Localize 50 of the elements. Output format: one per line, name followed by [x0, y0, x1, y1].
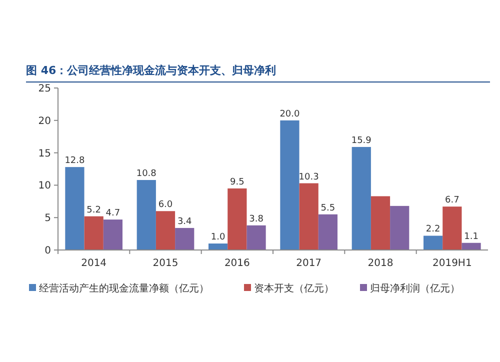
legend-label: 归母净利润（亿元）: [370, 282, 460, 294]
bar: [175, 228, 194, 250]
y-tick-label: 20: [38, 116, 51, 127]
data-label: 2.2: [426, 224, 440, 235]
y-tick-label: 15: [38, 148, 51, 160]
data-label: 20.0: [280, 109, 300, 120]
y-tick-label: 10: [38, 180, 51, 192]
data-label: 5.5: [320, 203, 336, 214]
bar: [390, 206, 410, 250]
bar: [136, 180, 156, 250]
chart-title: 图 46：公司经营性净现金流与资本开支、归母净利: [26, 64, 276, 77]
x-tick-label: 2017: [296, 258, 322, 269]
legend-label: 经营活动产生的现金流量净额（亿元）: [39, 282, 209, 294]
bar: [65, 167, 84, 250]
bar: [280, 120, 300, 250]
bar: [103, 220, 122, 250]
x-tick-label: 2019H1: [432, 258, 472, 269]
y-tick-label: 0: [44, 246, 51, 256]
x-tick-label: 2014: [81, 258, 107, 269]
x-tick-label: 2015: [152, 258, 178, 269]
data-label: 9.5: [230, 177, 244, 188]
bar: [442, 206, 462, 250]
data-label: 4.7: [106, 208, 120, 219]
data-label: 12.8: [64, 156, 86, 166]
data-label: 1.0: [210, 232, 226, 243]
data-label: 6.0: [158, 200, 173, 210]
bar: [246, 225, 266, 250]
bar: [228, 188, 247, 250]
x-tick-label: 2018: [368, 258, 394, 269]
bar: [352, 146, 371, 250]
x-tick-label: 2016: [224, 258, 250, 269]
data-label: 10.8: [136, 169, 157, 180]
data-label: 3.8: [249, 214, 264, 224]
y-tick-label: 5: [44, 213, 51, 224]
legend-label: 资本开支（亿元）: [254, 282, 334, 294]
bar: [208, 244, 228, 250]
bar: [156, 211, 176, 250]
bar: [299, 183, 318, 250]
bar: [84, 216, 104, 250]
bar: [424, 236, 443, 250]
y-tick-label: 25: [38, 84, 51, 94]
data-label: 10.3: [298, 172, 319, 182]
bar: [318, 214, 338, 250]
data-label: 6.7: [445, 196, 460, 206]
data-label: 5.2: [86, 205, 101, 216]
bar: [370, 196, 390, 250]
data-label: 3.4: [177, 216, 192, 227]
data-label: 1.1: [464, 232, 478, 242]
data-label: 15.9: [351, 136, 372, 146]
bar: [462, 242, 481, 250]
